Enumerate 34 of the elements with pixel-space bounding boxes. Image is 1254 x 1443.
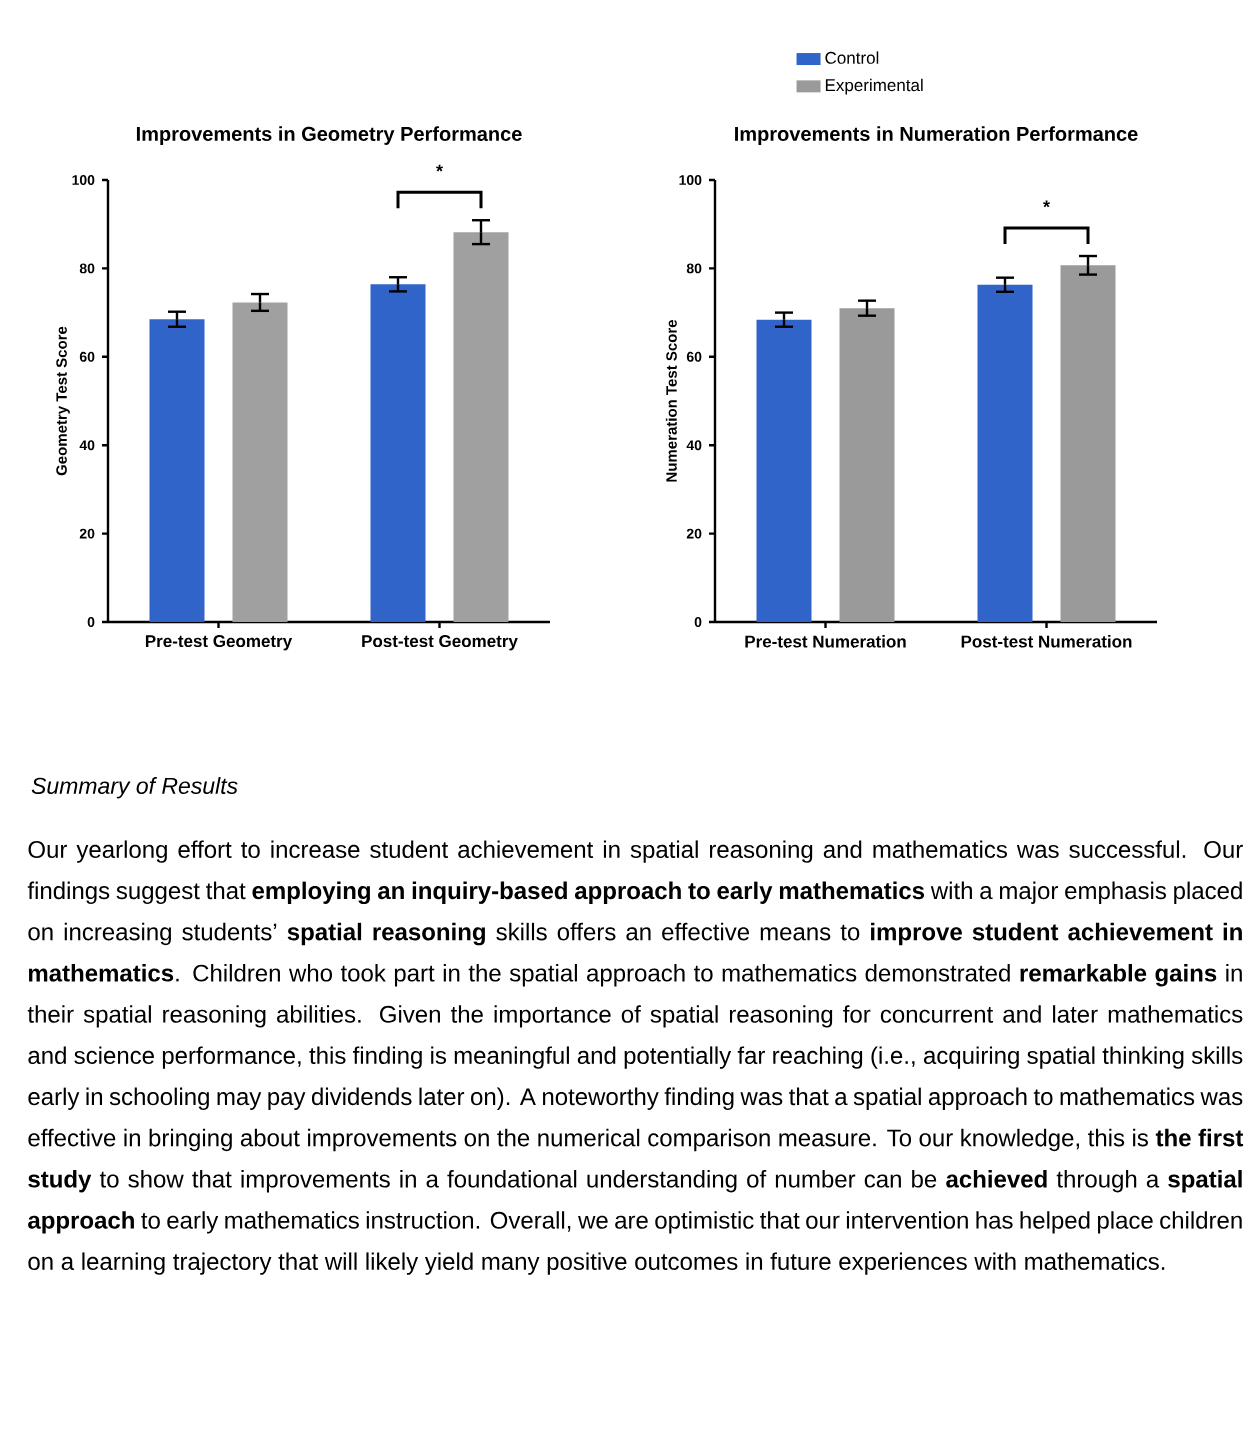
y-tick-label: 20 xyxy=(79,528,95,539)
y-tick-label: 60 xyxy=(79,351,95,362)
y-tick-label: 0 xyxy=(694,617,702,627)
bar xyxy=(977,284,1033,623)
x-tick-label: Pre-test Numeration xyxy=(745,635,906,648)
legend-label: Experimental xyxy=(825,78,923,95)
bar xyxy=(453,232,509,623)
y-tick-label: 60 xyxy=(686,351,702,362)
text: * xyxy=(436,164,443,172)
chart-title: Improvements in Numeration Performance xyxy=(735,126,1138,145)
text: Summary of Results xyxy=(31,777,238,799)
bar xyxy=(149,319,205,623)
bar xyxy=(839,308,895,623)
x-tick-label: Post-test Numeration xyxy=(961,635,1132,648)
annotation: * xyxy=(1043,200,1050,208)
y-tick-label: 20 xyxy=(686,528,702,539)
legend-label: Control xyxy=(825,51,879,64)
y-tick-label: 100 xyxy=(72,175,95,185)
x-tick-label: Post-test Geometry xyxy=(362,635,518,651)
bar xyxy=(1060,265,1116,623)
text: Our yearlong effort to increase student achievement in spatial reasoning and mathematics was successful. Our findings suggest that employing an inquiry-based approach to early mathematics with a major emphasis placed on increasing students’ spatial reasoning skills offers an effective means to improve student achievement in mathematics. Children who took part in the spatial approach to mathematics demonstrated remarkable gains in their spatial reasoning abilities. Given the importance of spatial reasoning for concurrent and later mathematics and science performance, this finding is meaningful and potentially far reaching (i.e., acquiring spatial thinking skills early in schooling may pay dividends later on). A noteworthy finding was that a spatial approach to mathematics was effective in bringing about improvements on the numerical comparison measure. To our knowledge, this is the first study to show that improvements in a foundational understanding of number can be achieved through a spatial approach to early mathematics instruction. Overall, we are optimistic that our intervention has helped place children on a learning trajectory that will likely yield many positive outcomes in future experiences with mathematics. xyxy=(27,840,1244,1275)
y-axis-title: Numeration Test Score xyxy=(665,319,677,482)
bar xyxy=(232,302,288,623)
bar xyxy=(756,319,812,623)
y-tick-label: 100 xyxy=(679,175,702,185)
x-tick-label: Pre-test Geometry xyxy=(145,635,293,651)
y-tick-label: 80 xyxy=(686,263,702,274)
y-tick-label: 40 xyxy=(686,440,702,451)
y-tick-label: 40 xyxy=(79,440,95,451)
bar xyxy=(370,284,426,623)
y-tick-label: 0 xyxy=(87,617,95,627)
chart-title: Improvements in Geometry Performance xyxy=(136,126,522,145)
y-tick-label: 80 xyxy=(79,263,95,274)
y-axis-title: Geometry Test Score xyxy=(56,326,70,476)
